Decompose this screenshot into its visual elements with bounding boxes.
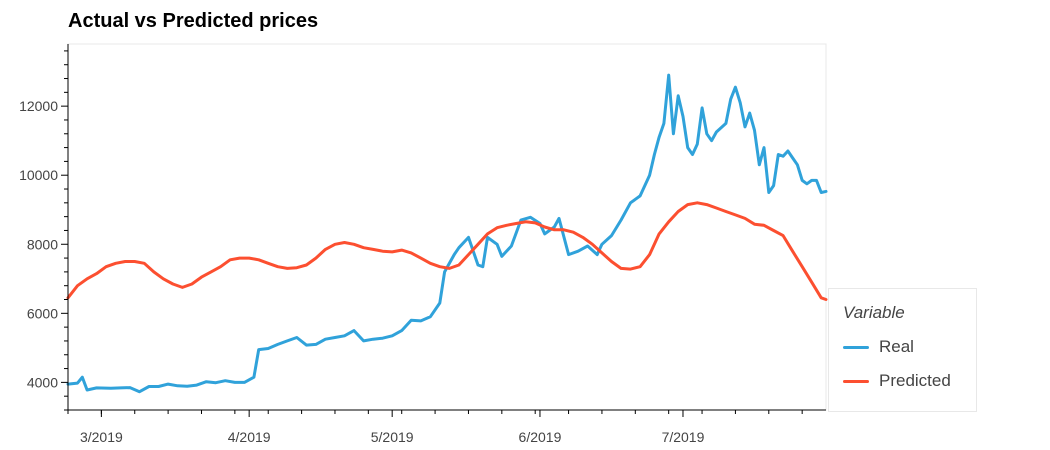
y-tick-label: 12000 xyxy=(19,98,58,114)
legend-item-predicted[interactable]: Predicted xyxy=(843,369,951,393)
legend-item-real[interactable]: Real xyxy=(843,335,914,359)
x-tick-label: 5/2019 xyxy=(371,429,414,445)
axis-layer: 4000 6000 8000 10000 12000 3/2019 4/2019 5/2019… xyxy=(19,44,826,445)
y-tick-label: 10000 xyxy=(19,167,58,183)
legend-label-predicted: Predicted xyxy=(879,371,951,390)
y-tick-label: 8000 xyxy=(27,236,58,252)
x-tick-label: 4/2019 xyxy=(228,429,271,445)
y-tick-label: 6000 xyxy=(27,305,58,321)
legend: Variable Real Predicted xyxy=(828,288,977,412)
series-line-predicted xyxy=(66,201,828,301)
y-tick-label: 4000 xyxy=(27,374,58,390)
x-tick-label: 7/2019 xyxy=(662,429,705,445)
plot-area xyxy=(67,43,827,411)
legend-label-real: Real xyxy=(879,337,914,356)
series-layer xyxy=(66,73,828,394)
chart-title: Actual vs Predicted prices xyxy=(68,10,319,32)
x-tick-label: 3/2019 xyxy=(80,429,123,445)
legend-swatch-predicted xyxy=(843,379,869,383)
legend-title: Variable xyxy=(843,303,905,322)
x-tick-label: 6/2019 xyxy=(519,429,562,445)
legend-swatch-real xyxy=(843,345,869,349)
series-line-real xyxy=(66,73,828,394)
